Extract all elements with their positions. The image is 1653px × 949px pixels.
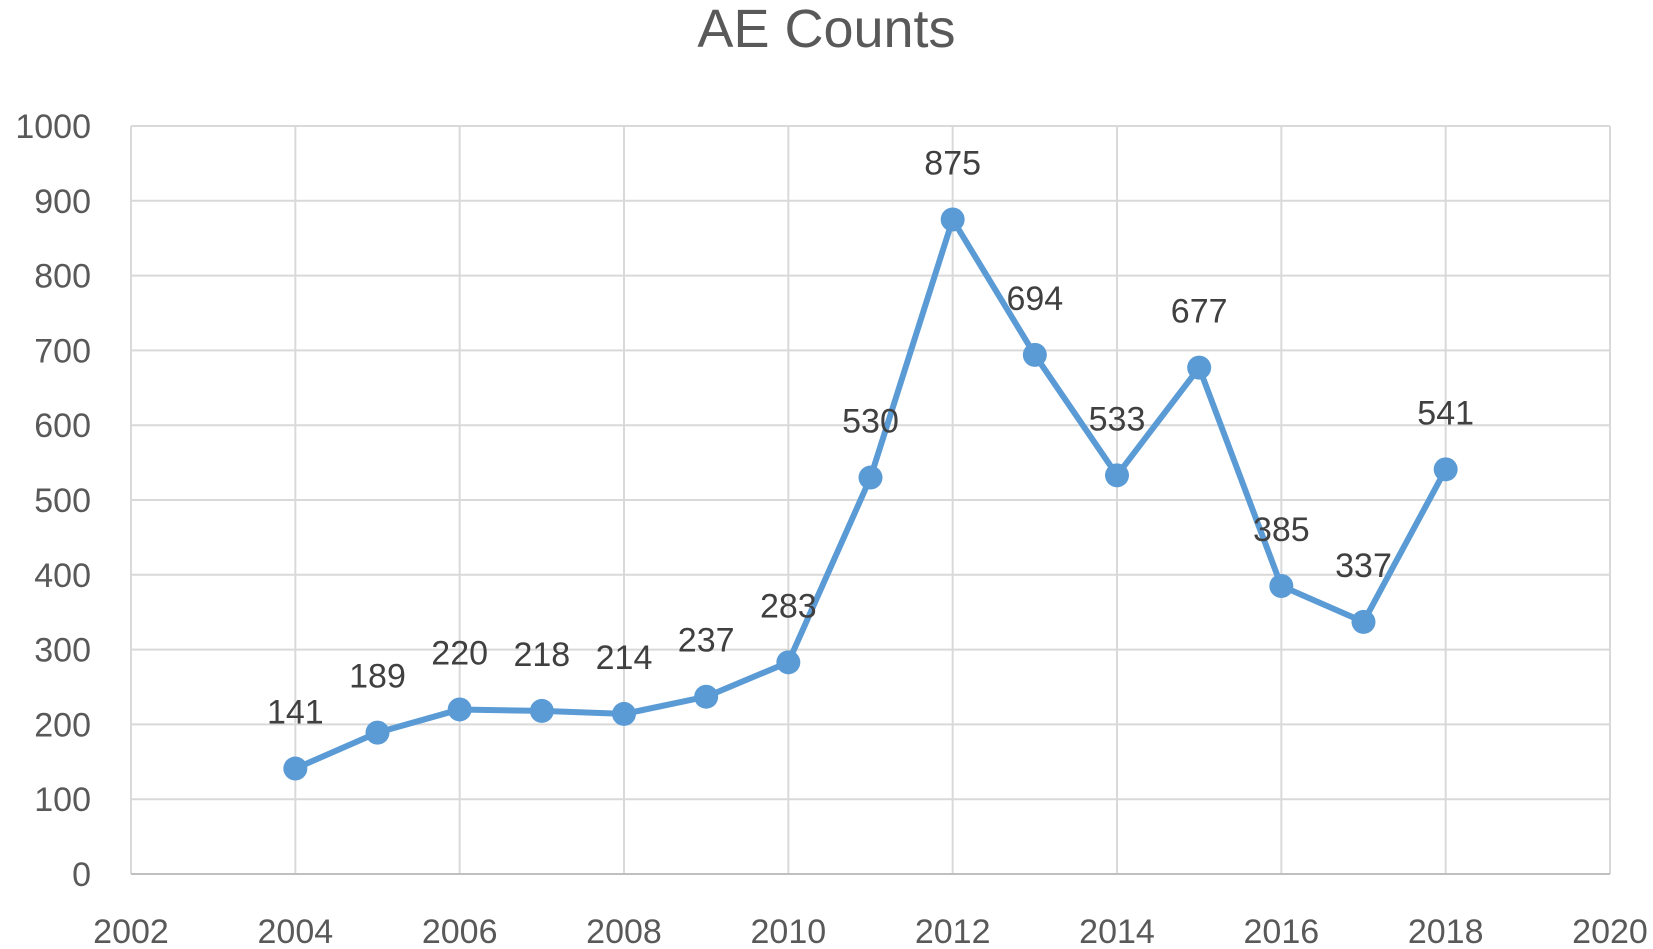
x-tick-label: 2012 [915,913,991,949]
x-tick-label: 2010 [751,913,827,949]
y-tick-label: 500 [34,482,91,520]
data-point [940,207,965,232]
x-tick-label: 2006 [422,913,498,949]
data-point [283,756,308,781]
y-tick-label: 900 [34,183,91,221]
x-tick-label: 2018 [1408,913,1484,949]
data-point [1269,574,1294,599]
data-point [365,720,390,745]
data-label: 385 [1253,511,1310,549]
data-label: 694 [1006,280,1063,318]
chart-title: AE Counts [697,0,956,59]
data-label: 189 [349,658,406,696]
y-tick-label: 1000 [15,108,91,146]
data-point [694,684,719,709]
y-tick-label: 800 [34,258,91,296]
y-tick-label: 400 [34,557,91,595]
data-label: 141 [267,694,324,732]
data-point [1433,457,1458,482]
data-label: 218 [513,636,570,674]
data-point [529,698,554,723]
data-point [776,650,801,675]
data-point [612,701,636,726]
data-label: 337 [1335,547,1392,585]
series-line [294,216,1449,772]
data-label: 530 [842,403,899,441]
data-label: 541 [1417,394,1474,432]
y-tick-label: 300 [34,632,91,670]
data-point [1351,609,1376,634]
data-label: 214 [596,639,653,677]
data-point [858,465,883,490]
data-label: 220 [431,634,488,672]
data-label: 533 [1089,400,1146,438]
x-tick-label: 2002 [93,913,169,949]
data-point [1187,355,1212,380]
data-point [447,697,472,722]
data-label: 237 [678,622,735,660]
x-tick-label: 2008 [586,913,662,949]
y-tick-label: 100 [34,781,91,819]
data-point [1022,342,1047,367]
data-point [1105,463,1129,488]
y-tick-label: 600 [34,407,91,445]
data-label: 875 [924,145,981,183]
y-tick-label: 0 [72,856,91,894]
y-tick-label: 700 [34,332,91,370]
data-label: 283 [760,587,817,625]
x-tick-label: 2016 [1244,913,1320,949]
x-tick-label: 2020 [1572,913,1648,949]
x-tick-label: 2014 [1079,913,1155,949]
x-tick-label: 2004 [258,913,334,949]
data-label: 677 [1171,293,1228,331]
y-tick-label: 200 [34,706,91,744]
